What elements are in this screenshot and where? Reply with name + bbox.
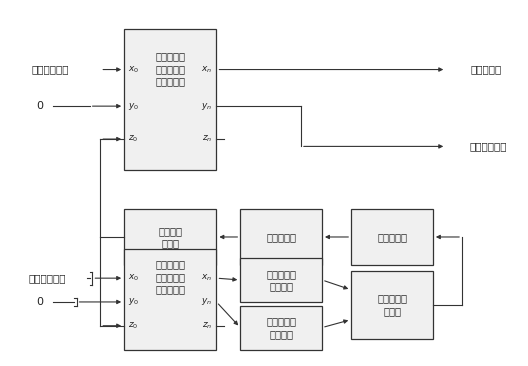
Text: 0: 0 (36, 297, 43, 307)
Text: 反正切相位
求解器: 反正切相位 求解器 (377, 294, 407, 316)
Text: $x_n$: $x_n$ (201, 273, 212, 283)
Text: 环路控制器: 环路控制器 (377, 232, 407, 242)
Text: $z_0$: $z_0$ (128, 321, 139, 331)
Text: 第四数字低
通滤波器: 第四数字低 通滤波器 (266, 316, 296, 339)
Bar (124, 29, 216, 170)
Text: 第三坐标旋
转数字计算
机算法模块: 第三坐标旋 转数字计算 机算法模块 (155, 51, 185, 86)
Text: 驱动位移信号: 驱动位移信号 (29, 273, 67, 283)
Bar (351, 271, 433, 339)
Text: 第四坐标旋
转数字计算
机算法模块: 第四坐标旋 转数字计算 机算法模块 (155, 259, 185, 295)
Text: 幅度控制常量: 幅度控制常量 (31, 64, 69, 75)
Text: 可变相位
累加器: 可变相位 累加器 (158, 226, 182, 248)
Text: 0: 0 (36, 101, 43, 111)
Bar (124, 209, 216, 265)
Text: $y_0$: $y_0$ (128, 296, 139, 307)
Text: $y_0$: $y_0$ (128, 101, 139, 112)
Text: 第一输出端: 第一输出端 (470, 64, 502, 75)
Bar (240, 306, 322, 350)
Bar (240, 258, 322, 302)
Text: 频率表征信号: 频率表征信号 (469, 141, 507, 152)
Bar (124, 249, 216, 350)
Text: $y_n$: $y_n$ (201, 101, 212, 112)
Text: $x_n$: $x_n$ (201, 64, 212, 75)
Text: 第三数字低
通滤波器: 第三数字低 通滤波器 (266, 269, 296, 291)
Text: $z_n$: $z_n$ (202, 134, 212, 144)
Text: 频率调整器: 频率调整器 (266, 232, 296, 242)
Bar (351, 209, 433, 265)
Text: $y_n$: $y_n$ (201, 296, 212, 307)
Text: $z_n$: $z_n$ (202, 321, 212, 331)
Text: $x_0$: $x_0$ (128, 64, 139, 75)
Text: $x_0$: $x_0$ (128, 273, 139, 283)
Bar (240, 209, 322, 265)
Text: $z_0$: $z_0$ (128, 134, 139, 144)
